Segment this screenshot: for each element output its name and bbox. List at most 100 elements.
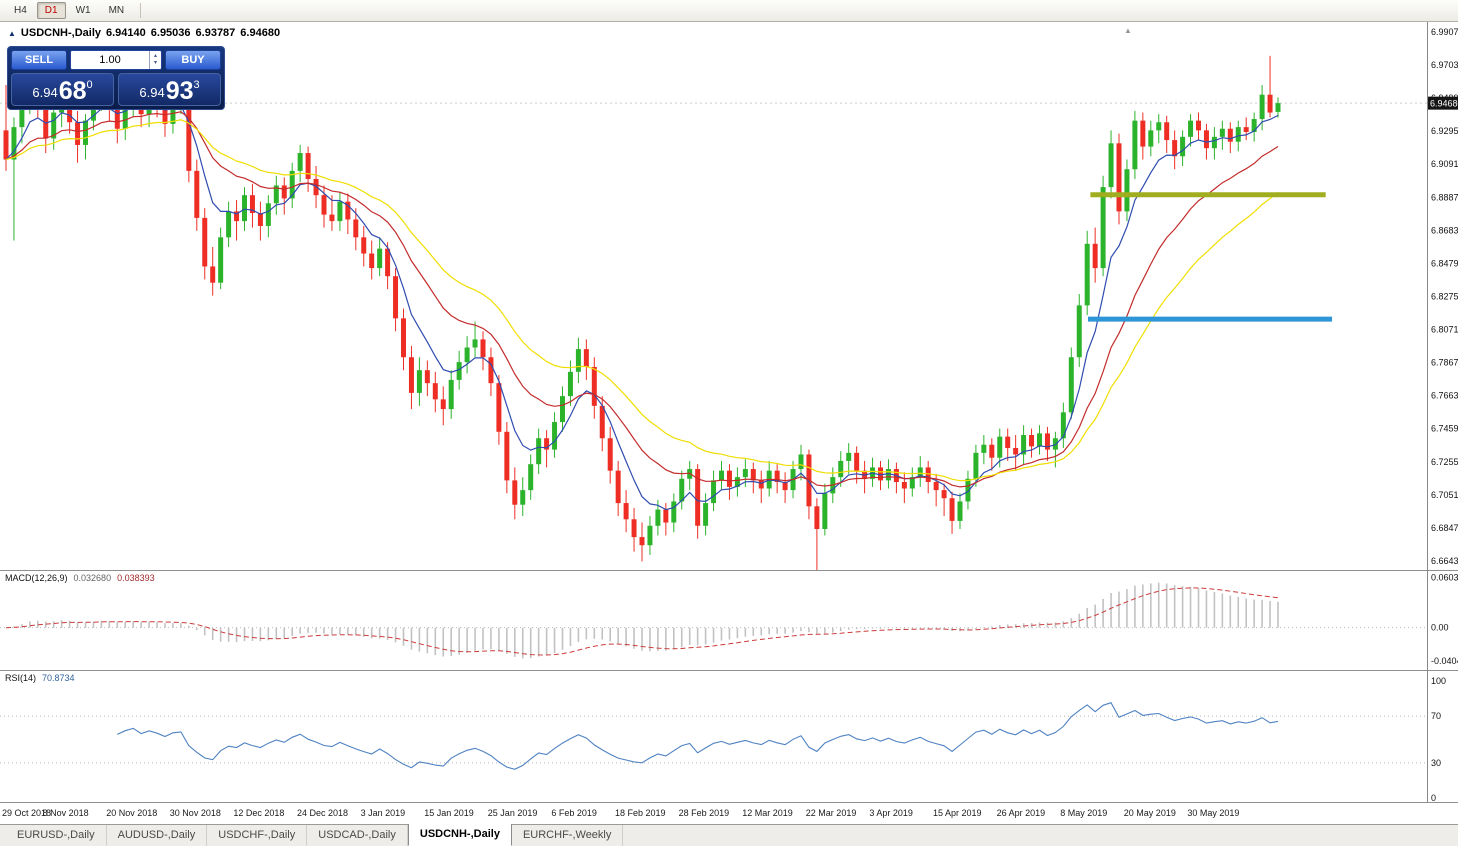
timeframe-button-mn[interactable]: MN: [108, 5, 125, 16]
rsi-line: [117, 702, 1279, 770]
bid-pips: 68: [58, 77, 87, 105]
chart-tab-bar: EURUSD-,Daily AUDUSD-,Daily USDCHF-,Daily U…: [0, 823, 1458, 846]
svg-text:6.70510: 6.70510: [1431, 490, 1458, 500]
volume-input[interactable]: 1.00 ▴ ▾: [70, 50, 162, 70]
one-click-trading-panel: SELL 1.00 ▴ ▾ BUY 6.94 68 0 6.94: [7, 46, 225, 110]
spinner-up-icon[interactable]: ▴: [153, 53, 157, 59]
ask-fraction: 3: [193, 79, 200, 91]
time-axis[interactable]: 29 Oct 2018 8 Nov 2018 20 Nov 2018 30 Nov 2…: [0, 802, 1458, 824]
bid-price-button[interactable]: 6.94 68 0: [11, 73, 114, 106]
volume-value: 1.00: [99, 54, 121, 66]
ma-fast-blue-line: [5, 104, 1279, 511]
date-label: 20 Nov 2018: [106, 808, 158, 818]
svg-text:6.78670: 6.78670: [1431, 358, 1458, 368]
sell-button[interactable]: SELL: [11, 50, 67, 70]
date-label: 3 Apr 2019: [869, 808, 913, 818]
chart-region[interactable]: 6.990706.970306.949906.929506.909106.888…: [0, 22, 1458, 824]
timeframe-button-d1[interactable]: D1: [36, 2, 66, 19]
svg-text:6.72550: 6.72550: [1431, 457, 1458, 467]
date-label: 8 Nov 2018: [42, 808, 89, 818]
ohlc-low: 6.93787: [195, 27, 236, 39]
macd-signal-value: 0.038393: [117, 573, 155, 583]
svg-text:6.99070: 6.99070: [1431, 27, 1458, 37]
toolbar-separator: [140, 3, 142, 18]
date-label: 6 Feb 2019: [551, 808, 597, 818]
svg-text:6.66430: 6.66430: [1431, 556, 1458, 566]
svg-text:-0.04041: -0.04041: [1431, 656, 1458, 666]
timeframe-toolbar: H4 D1 W1 MN: [0, 0, 1458, 22]
macd-label: MACD(12,26,9) 0.032680 0.038393: [5, 573, 155, 583]
svg-text:6.94680: 6.94680: [1430, 99, 1458, 109]
rsi-panel-canvas[interactable]: 100 70 30 0: [0, 670, 1458, 802]
date-label: 30 Nov 2018: [169, 808, 221, 818]
date-label: 12 Dec 2018: [233, 808, 285, 818]
date-label: 15 Apr 2019: [933, 808, 982, 818]
macd-panel-canvas[interactable]: 0.060342 0.00 -0.04041: [0, 570, 1458, 670]
chart-tab-usdchfdaily[interactable]: USDCHF-,Daily: [207, 825, 308, 846]
svg-text:6.84790: 6.84790: [1431, 258, 1458, 268]
date-label: 3 Jan 2019: [360, 808, 406, 818]
date-label: 12 Mar 2019: [742, 808, 793, 818]
timeframe-button-w1[interactable]: W1: [75, 5, 91, 16]
chart-tab-usdcnhdaily[interactable]: USDCNH-,Daily: [407, 823, 512, 846]
buy-button[interactable]: BUY: [165, 50, 221, 70]
chart-tab-usdcaddaily[interactable]: USDCAD-,Daily: [307, 825, 408, 846]
rsi-name: RSI(14): [5, 673, 37, 683]
ohlc-high: 6.95036: [150, 27, 191, 39]
trade-panel-collapse-icon[interactable]: ▲: [8, 28, 16, 38]
svg-text:0.00: 0.00: [1431, 623, 1449, 633]
svg-text:100: 100: [1431, 676, 1446, 686]
date-label: 15 Jan 2019: [424, 808, 474, 818]
ask-big-figure: 6.94: [139, 85, 165, 100]
svg-text:6.76630: 6.76630: [1431, 391, 1458, 401]
date-label: 18 Feb 2019: [615, 808, 666, 818]
symbol-period-label: USDCNH-,Daily: [20, 27, 101, 39]
date-label: 29 Oct 2018: [2, 808, 52, 818]
svg-text:6.68470: 6.68470: [1431, 523, 1458, 533]
bid-big-figure: 6.94: [32, 85, 58, 100]
rsi-label: RSI(14) 70.8734: [5, 673, 75, 683]
ohlc-open: 6.94140: [106, 27, 146, 39]
svg-text:6.86830: 6.86830: [1431, 225, 1458, 235]
svg-text:6.88870: 6.88870: [1431, 192, 1458, 202]
chart-title: ▲ USDCNH-,Daily 6.94140 6.95036 6.93787 …: [8, 27, 280, 39]
ma-slow-yellow-line: [5, 119, 1279, 482]
ohlc-close: 6.94680: [240, 27, 281, 39]
svg-text:6.97030: 6.97030: [1431, 60, 1458, 70]
spinner-down-icon[interactable]: ▾: [153, 60, 157, 66]
date-label: 25 Jan 2019: [487, 808, 538, 818]
svg-text:6.92950: 6.92950: [1431, 126, 1458, 136]
svg-text:6.80710: 6.80710: [1431, 325, 1458, 335]
current-price-tag: [1428, 96, 1458, 110]
date-label: 8 May 2019: [1060, 808, 1108, 818]
chart-tab-eurchfweekly[interactable]: EURCHF-,Weekly: [512, 825, 624, 846]
ask-price-button[interactable]: 6.94 93 3: [118, 73, 221, 106]
svg-text:30: 30: [1431, 758, 1441, 768]
date-label: 28 Feb 2019: [678, 808, 730, 818]
ask-pips: 93: [165, 77, 194, 105]
candlestick-series: [3, 55, 1281, 570]
bid-fraction: 0: [86, 79, 93, 91]
timeframe-buttons: H4 D1 W1 MN: [6, 2, 132, 19]
timeframe-button-h4[interactable]: H4: [14, 5, 27, 16]
date-label: 20 May 2019: [1123, 808, 1176, 818]
ma-mid-red-line: [5, 111, 1279, 488]
svg-text:6.82750: 6.82750: [1431, 291, 1458, 301]
svg-text:0.060342: 0.060342: [1431, 573, 1458, 583]
svg-text:6.90910: 6.90910: [1431, 159, 1458, 169]
date-label: 26 Apr 2019: [996, 808, 1046, 818]
macd-histogram: [13, 582, 1279, 659]
date-label: 30 May 2019: [1187, 808, 1240, 818]
date-label: 22 Mar 2019: [805, 808, 857, 818]
macd-name: MACD(12,26,9): [5, 573, 68, 583]
svg-text:0: 0: [1431, 793, 1436, 802]
svg-text:6.74590: 6.74590: [1431, 424, 1458, 434]
rsi-value: 70.8734: [42, 673, 75, 683]
svg-text:70: 70: [1431, 711, 1441, 721]
volume-spinner[interactable]: ▴ ▾: [149, 51, 161, 69]
chart-tab-audusddaily[interactable]: AUDUSD-,Daily: [107, 825, 208, 846]
date-label: 24 Dec 2018: [297, 808, 349, 818]
chart-tab-eurusddaily[interactable]: EURUSD-,Daily: [6, 825, 107, 846]
macd-signal-line: [5, 587, 1279, 656]
